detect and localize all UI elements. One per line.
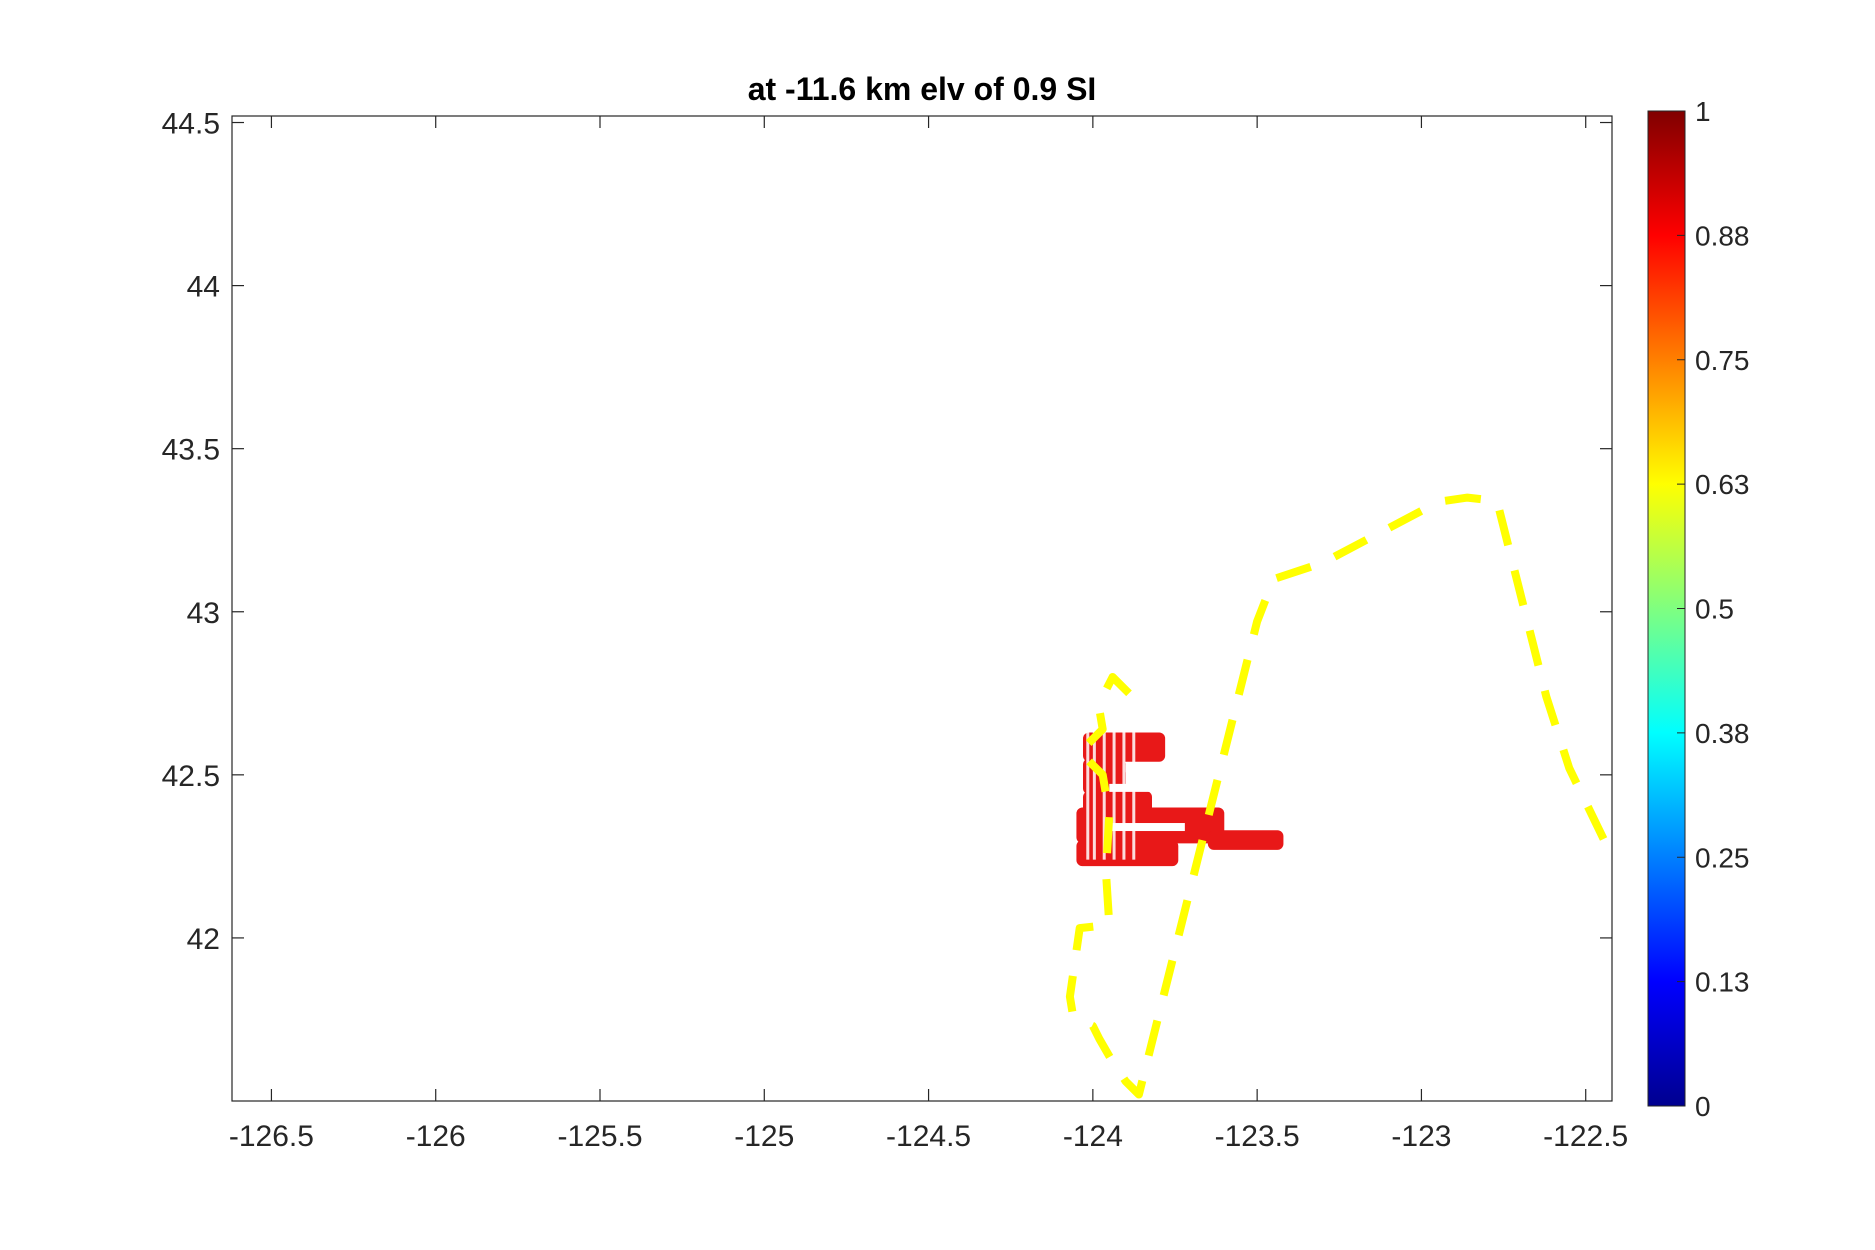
y-axis: 42 42.5 43 43.5 44 44.5 [162,108,1612,956]
heatmap-layer [1076,729,1284,867]
heatmap-gap [1112,729,1116,860]
x-tick-label: -126 [406,1120,466,1153]
plot-area [232,116,1612,1101]
heatmap-gap [1132,729,1136,860]
heatmap-gap [1102,729,1106,860]
colorbar-tick-label: 0.13 [1695,967,1750,998]
x-tick-label: -124.5 [886,1120,971,1153]
heatmap-gap [1125,764,1172,773]
x-tick-label: -122.5 [1543,1120,1628,1153]
x-tick-label: -123 [1391,1120,1451,1153]
colorbar-tick-label: 0.75 [1695,345,1750,376]
colorbar-tick-label: 0.88 [1695,220,1750,251]
colorbar-tick-label: 0.63 [1695,469,1750,500]
dashed-boundary-line [1065,493,1612,1099]
heatmap-gap [1086,729,1090,860]
x-axis: -126.5 -126 -125.5 -125 -124.5 -124 -123.5 -123… [229,116,1628,1153]
heatmap-gap [1092,729,1096,860]
x-tick-label: -124 [1063,1120,1123,1153]
x-tick-label: -125.5 [557,1120,642,1153]
y-tick-label: 42.5 [162,760,220,793]
y-tick-label: 43.5 [162,434,220,467]
axes-box [231,115,1613,1102]
colorbar-tick-label: 1 [1695,96,1711,127]
x-tick-label: -123.5 [1215,1120,1300,1153]
chart-title: at -11.6 km elv of 0.9 SI [748,71,1097,107]
y-tick-label: 42 [187,923,220,956]
heatmap-gap [1109,783,1175,792]
y-tick-label: 44.5 [162,108,220,141]
colorbar-tick-label: 0 [1695,1091,1711,1122]
heatmap-cell-block [1207,830,1284,850]
heatmap-gap [1122,729,1126,860]
y-tick-label: 43 [187,597,220,630]
y-tick-label: 44 [187,271,220,304]
colorbar-tick-label: 0.5 [1695,594,1734,625]
colorbar-ticks: 0 0.13 0.25 0.38 0.5 0.63 0.75 0.88 1 [1677,96,1750,1122]
heatmap-cell-block [1076,840,1179,867]
x-tick-label: -125 [734,1120,794,1153]
colorbar-tick-label: 0.25 [1695,842,1750,873]
colorbar-tick-label: 0.38 [1695,718,1750,749]
dashed-outline-layer [1065,493,1612,1099]
heatmap-gap [1109,823,1185,832]
x-tick-label: -126.5 [229,1120,314,1153]
